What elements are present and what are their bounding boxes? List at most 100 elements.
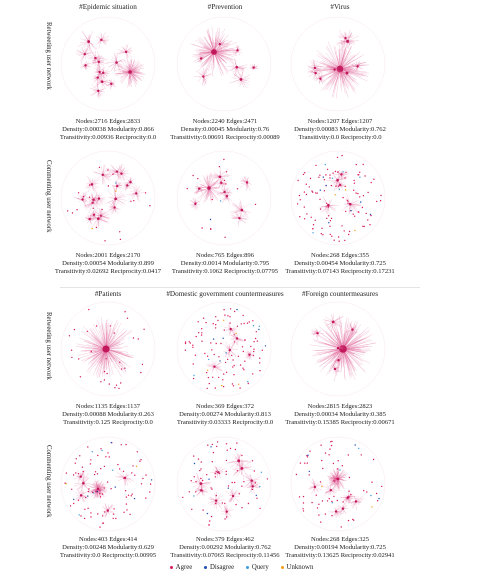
node	[242, 314, 244, 317]
node	[335, 478, 337, 480]
node	[329, 225, 331, 227]
node	[255, 494, 257, 497]
node	[211, 443, 213, 446]
node	[115, 517, 117, 520]
node	[225, 459, 228, 462]
node	[251, 460, 254, 462]
node	[101, 449, 103, 452]
node	[110, 488, 112, 490]
hub-cluster	[73, 469, 89, 484]
hub-node	[79, 494, 83, 497]
node	[215, 470, 217, 473]
node	[323, 190, 326, 192]
node	[248, 321, 250, 323]
node	[298, 496, 301, 498]
hub-cluster	[230, 210, 248, 227]
node	[214, 387, 216, 389]
hub-node	[348, 202, 352, 206]
stats-transitivity-reciprocity: Transitivity:0.0 Reciprocity:0.00995	[59, 552, 157, 560]
hub-cluster	[189, 197, 201, 211]
hub-cluster	[106, 52, 126, 73]
node	[254, 203, 257, 206]
hub-node	[341, 507, 345, 510]
node	[97, 513, 99, 515]
node	[320, 444, 322, 446]
node	[362, 225, 364, 227]
stats-patients-comment: Nodes:403 Edges:414 Density:0.00248 Modu…	[33, 536, 183, 561]
node	[328, 498, 330, 500]
node	[73, 498, 75, 501]
node	[326, 217, 328, 220]
node	[237, 355, 240, 357]
node	[354, 229, 356, 232]
node	[93, 473, 96, 476]
network-boundary	[60, 436, 156, 532]
node	[325, 174, 327, 176]
node	[341, 154, 343, 157]
node	[319, 481, 322, 483]
network-graph-epidemic-retweet	[60, 16, 156, 112]
node	[231, 383, 234, 385]
node	[90, 512, 92, 514]
network-graph-virus-retweet	[290, 16, 386, 112]
node	[226, 516, 228, 518]
hub-cluster	[194, 484, 209, 497]
node	[104, 511, 106, 513]
node	[78, 358, 80, 360]
hub-node	[336, 178, 339, 182]
node	[304, 172, 306, 174]
node	[236, 470, 239, 472]
node	[101, 208, 103, 211]
node	[78, 514, 80, 516]
hub-cluster	[347, 495, 365, 511]
hub-cluster	[308, 478, 323, 495]
node	[361, 206, 364, 209]
stats-prevention-comment: Nodes:765 Edges:896 Density:0.0014 Modul…	[150, 252, 300, 277]
node	[200, 477, 202, 480]
node	[97, 454, 99, 457]
node	[217, 319, 219, 322]
node	[218, 356, 220, 358]
node	[212, 323, 214, 325]
node	[353, 179, 355, 182]
node	[224, 236, 226, 238]
node	[192, 174, 194, 177]
stats-nodes-edges: Nodes:369 Edges:372	[195, 403, 255, 410]
hub-cluster	[335, 62, 359, 84]
node	[339, 469, 341, 471]
node	[354, 215, 356, 217]
node	[239, 387, 241, 389]
stats-transitivity-reciprocity: Transitivity:0.00936 Reciprocity:0.0	[59, 134, 157, 142]
hub-cluster	[319, 196, 339, 217]
hub-node	[96, 76, 99, 79]
node	[381, 485, 383, 488]
node	[197, 458, 200, 460]
node	[125, 443, 127, 446]
node	[112, 173, 114, 175]
node	[241, 468, 243, 470]
node	[236, 188, 239, 190]
node	[237, 383, 240, 385]
network-graph-patients-retweet	[60, 301, 156, 397]
node	[71, 212, 74, 214]
hub-node	[239, 78, 243, 81]
node	[261, 349, 263, 351]
node	[225, 171, 228, 173]
network-boundary	[290, 301, 386, 397]
node	[221, 384, 223, 387]
node	[326, 168, 329, 171]
hub-node	[202, 75, 205, 78]
panel-title-patients: #Patients	[94, 290, 122, 298]
node	[307, 454, 309, 456]
hub-cluster	[205, 360, 223, 374]
node	[223, 158, 225, 161]
hub-node	[96, 487, 100, 491]
node	[365, 212, 367, 215]
node	[229, 316, 231, 318]
node	[235, 332, 237, 335]
node	[305, 183, 307, 185]
hub-cluster	[88, 479, 108, 499]
hub-node	[128, 70, 132, 74]
node	[329, 174, 331, 176]
node	[253, 341, 255, 343]
